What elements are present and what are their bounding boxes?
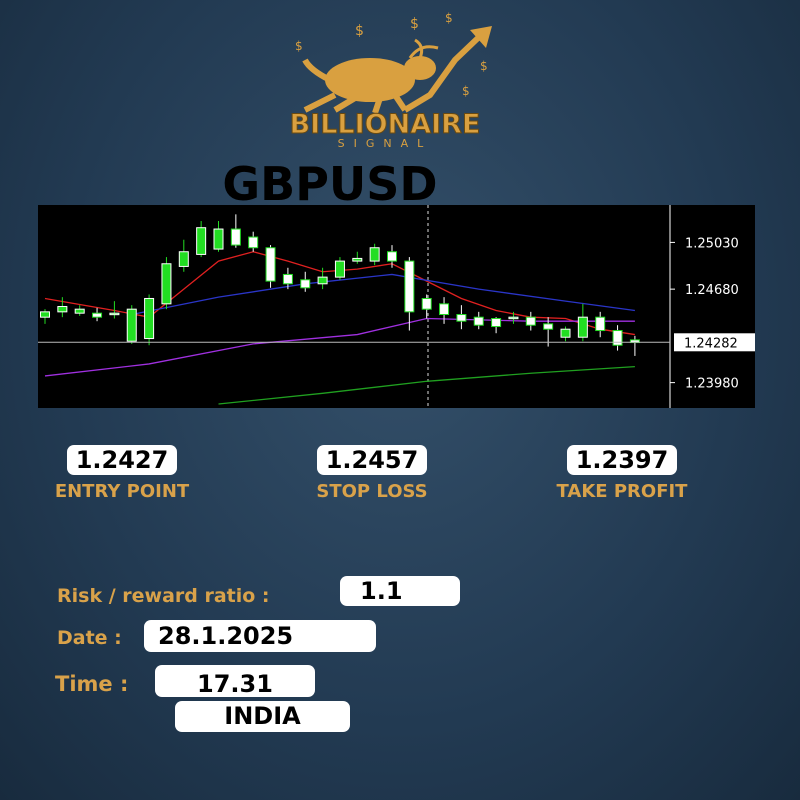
moving-average	[131, 273, 635, 316]
chart-background	[38, 205, 755, 408]
svg-text:$: $	[480, 59, 488, 73]
candle-body	[213, 228, 224, 250]
signal-value: 1.2427	[67, 445, 177, 475]
risk-reward-label: Risk / reward ratio :	[57, 585, 270, 607]
candle-body	[92, 312, 103, 318]
candle-body	[387, 251, 397, 262]
signal-value: 1.2397	[567, 445, 677, 475]
candle-body	[40, 311, 50, 318]
candle-body	[248, 236, 259, 249]
moving-average	[44, 251, 635, 336]
candle-body	[595, 316, 606, 332]
candle-body	[508, 316, 519, 320]
logo-title: BILLIONAIRE	[290, 109, 481, 140]
candle-body	[577, 316, 588, 338]
candle-body	[543, 323, 554, 330]
candle-body	[491, 318, 502, 328]
chart-title: GBPUSD	[222, 157, 437, 211]
y-tick-label: 1.25030	[685, 236, 739, 251]
candle-body	[612, 330, 623, 346]
current-price-box	[674, 333, 755, 352]
candle-body	[57, 306, 68, 313]
signal-label: STOP LOSS	[316, 481, 428, 502]
svg-text:$: $	[462, 84, 470, 98]
candle-body	[334, 260, 345, 278]
time-value: 17.31	[155, 665, 315, 698]
signal-label: ENTRY POINT	[54, 481, 190, 502]
candle-body	[178, 251, 189, 267]
candle-body	[404, 260, 415, 313]
svg-text:$: $	[445, 11, 453, 25]
candle-body	[439, 303, 450, 316]
signal-label: TAKE PROFIT	[556, 481, 688, 502]
candle-body	[196, 227, 207, 255]
country-value: INDIA	[175, 701, 350, 732]
candle-body	[161, 263, 172, 305]
candle-body	[560, 328, 571, 338]
time-label: Time :	[55, 672, 129, 696]
current-price-label: 1.24282	[684, 336, 738, 351]
candle-body	[525, 316, 536, 326]
candle-body	[109, 312, 120, 316]
candle-body	[144, 297, 155, 340]
candle-body	[230, 228, 241, 246]
moving-average	[218, 365, 635, 405]
y-tick-label: 1.24680	[685, 283, 739, 298]
svg-text:$: $	[355, 23, 364, 39]
date-label: Date :	[57, 627, 122, 649]
svg-text:$: $	[410, 16, 419, 32]
y-tick-label: 1.23980	[685, 377, 739, 392]
signal-value: 1.2457	[317, 445, 427, 475]
candle-body	[317, 276, 328, 285]
candle-body	[369, 247, 380, 262]
candle-body	[456, 314, 467, 322]
candle-body	[473, 316, 484, 326]
candle-body	[282, 273, 293, 285]
candle-body	[265, 247, 276, 282]
candle-body	[421, 297, 432, 310]
candle-body	[352, 257, 363, 262]
candle-body	[126, 308, 137, 342]
logo-subtitle: SIGNAL	[338, 137, 433, 150]
candle-body	[300, 279, 311, 289]
candle-body	[74, 308, 85, 314]
date-value: 28.1.2025	[144, 620, 376, 652]
logo-icon: $ $ $ $ $ $	[295, 11, 492, 114]
risk-reward-value: 1.1	[340, 576, 460, 606]
svg-text:$: $	[295, 39, 303, 53]
